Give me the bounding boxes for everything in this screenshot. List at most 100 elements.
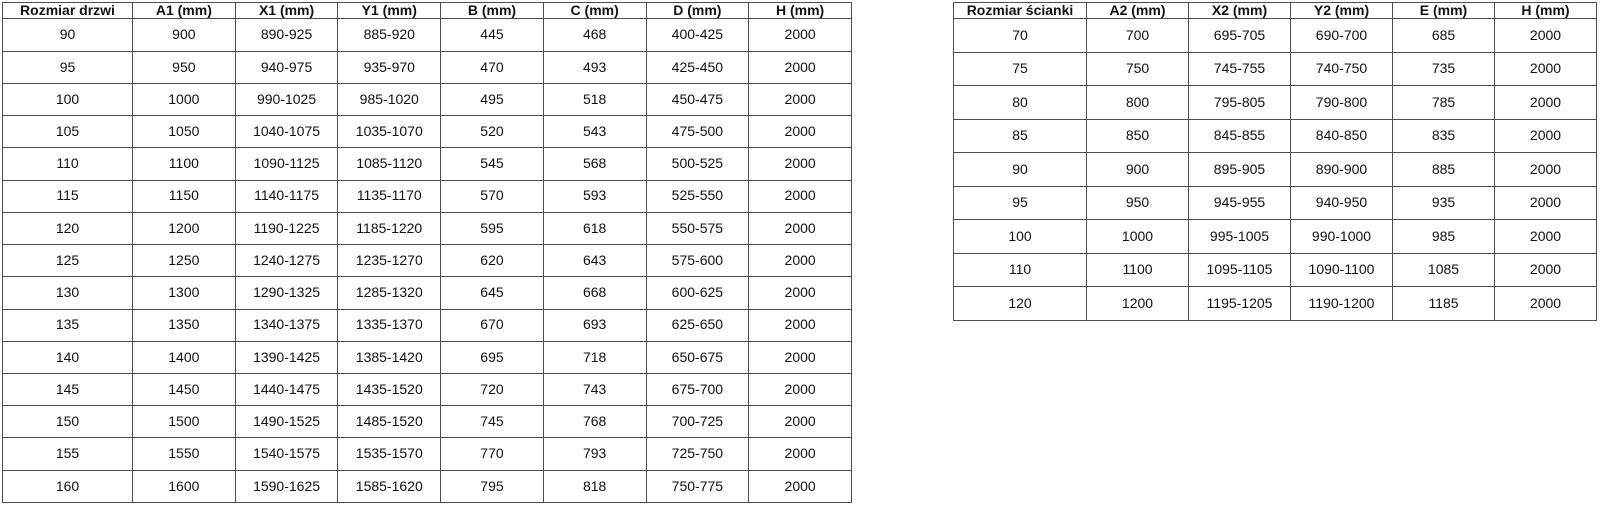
table-cell: 1140-1175 [234, 179, 339, 213]
wall-sizes-table: Rozmiar ścianki A2 (mm) X2 (mm) Y2 (mm) E (m… [953, 1, 1597, 321]
table-cell: 743 [542, 372, 647, 407]
table-cell: 670 [440, 308, 544, 342]
table-cell: 1185-1220 [337, 211, 442, 246]
table-row: 145 1450 1440-1475 1435-1520 720 743 675-700 20… [2, 372, 852, 407]
column-header: D (mm) [645, 1, 750, 20]
table-cell: 745-755 [1188, 51, 1291, 87]
column-header: Y1 (mm) [337, 1, 442, 20]
table-cell: 2000 [748, 115, 852, 149]
table-cell: 80 [953, 85, 1087, 120]
table-row: 160 1600 1590-1625 1585-1620 795 818 750-775 20… [2, 469, 852, 504]
table-cell: 900 [1086, 152, 1189, 187]
table-cell: 790-800 [1290, 85, 1393, 120]
column-header: H (mm) [1494, 1, 1597, 20]
table-row: 105 1050 1040-1075 1035-1070 520 543 475-500 20… [2, 115, 852, 149]
table-cell: 450-475 [645, 82, 750, 117]
table-cell: 668 [542, 276, 647, 310]
table-cell: 770 [440, 437, 544, 471]
header-row: Rozmiar drzwi A1 (mm) X1 (mm) Y1 (mm) B (mm)… [2, 1, 852, 20]
table-cell: 890-900 [1290, 152, 1393, 187]
table-cell: 990-1000 [1290, 219, 1393, 254]
table-cell: 155 [2, 437, 133, 471]
table-cell: 1000 [132, 82, 236, 117]
column-header: B (mm) [440, 1, 544, 20]
table-cell: 745 [440, 405, 544, 439]
table-cell: 693 [542, 308, 647, 342]
table-cell: 2000 [748, 50, 852, 84]
table-cell: 1000 [1086, 219, 1189, 254]
table-cell: 2000 [1494, 152, 1597, 187]
table-cell: 1195-1205 [1188, 286, 1291, 321]
table-cell: 1340-1375 [234, 308, 339, 342]
table-cell: 645 [440, 276, 544, 310]
table-cell: 1190-1200 [1290, 286, 1393, 321]
table-cell: 818 [542, 469, 647, 504]
table-cell: 1150 [132, 179, 236, 213]
table-cell: 495 [440, 82, 544, 117]
table-cell: 2000 [1494, 85, 1597, 120]
table-cell: 425-450 [645, 50, 750, 84]
table-cell: 95 [2, 50, 133, 84]
table-cell: 518 [542, 82, 647, 117]
table-cell: 2000 [748, 147, 852, 181]
table-cell: 1235-1270 [337, 244, 442, 278]
table-cell: 885 [1392, 152, 1495, 187]
table-cell: 105 [2, 115, 133, 149]
table-cell: 700 [1086, 18, 1189, 53]
table-cell: 935-970 [337, 50, 442, 84]
table-cell: 940-950 [1290, 185, 1393, 221]
table-cell: 650-675 [645, 340, 750, 374]
table-cell: 493 [542, 50, 647, 84]
table-cell: 2000 [748, 179, 852, 213]
table-cell: 593 [542, 179, 647, 213]
table-row: 155 1550 1540-1575 1535-1570 770 793 725-750 20… [2, 437, 852, 471]
table-cell: 785 [1392, 85, 1495, 120]
table-cell: 2000 [748, 18, 852, 52]
table-cell: 120 [2, 211, 133, 246]
table-row: 150 1500 1490-1525 1485-1520 745 768 700-725 20… [2, 405, 852, 439]
table-row: 120 1200 1195-1205 1190-1200 1185 2000 [953, 286, 1597, 321]
table-cell: 1350 [132, 308, 236, 342]
table-cell: 675-700 [645, 372, 750, 407]
table-cell: 718 [542, 340, 647, 374]
table-cell: 895-905 [1188, 152, 1291, 187]
table-cell: 990-1025 [234, 82, 339, 117]
table-cell: 2000 [1494, 252, 1597, 288]
table-cell: 568 [542, 147, 647, 181]
table-cell: 1550 [132, 437, 236, 471]
header-row: Rozmiar ścianki A2 (mm) X2 (mm) Y2 (mm) E (m… [953, 1, 1597, 20]
table-cell: 2000 [748, 372, 852, 407]
table-cell: 2000 [1494, 286, 1597, 321]
table-cell: 550-575 [645, 211, 750, 246]
table-cell: 2000 [748, 405, 852, 439]
table-cell: 2000 [1494, 185, 1597, 221]
table-cell: 2000 [748, 340, 852, 374]
table-cell: 75 [953, 51, 1087, 87]
table-cell: 850 [1086, 118, 1189, 154]
table-cell: 795 [440, 469, 544, 504]
table-row: 110 1100 1090-1125 1085-1120 545 568 500-525 20… [2, 147, 852, 181]
table-cell: 940-975 [234, 50, 339, 84]
table-cell: 90 [2, 18, 133, 52]
table-row: 85 850 845-855 840-850 835 2000 [953, 118, 1597, 154]
table-cell: 995-1005 [1188, 219, 1291, 254]
column-header: A1 (mm) [132, 1, 236, 20]
table-cell: 150 [2, 405, 133, 439]
table-row: 135 1350 1340-1375 1335-1370 670 693 625-650 20… [2, 308, 852, 342]
table-cell: 120 [953, 286, 1087, 321]
table-cell: 643 [542, 244, 647, 278]
table-cell: 125 [2, 244, 133, 278]
table-cell: 2000 [748, 82, 852, 117]
table-cell: 1185 [1392, 286, 1495, 321]
table-cell: 2000 [748, 244, 852, 278]
table-cell: 800 [1086, 85, 1189, 120]
table-cell: 835 [1392, 118, 1495, 154]
table-cell: 2000 [748, 308, 852, 342]
column-header: Y2 (mm) [1290, 1, 1393, 20]
table-cell: 620 [440, 244, 544, 278]
table-cell: 115 [2, 179, 133, 213]
table-cell: 468 [542, 18, 647, 52]
table-cell: 1090-1125 [234, 147, 339, 181]
table-cell: 935 [1392, 185, 1495, 221]
table-row: 90 900 895-905 890-900 885 2000 [953, 152, 1597, 187]
